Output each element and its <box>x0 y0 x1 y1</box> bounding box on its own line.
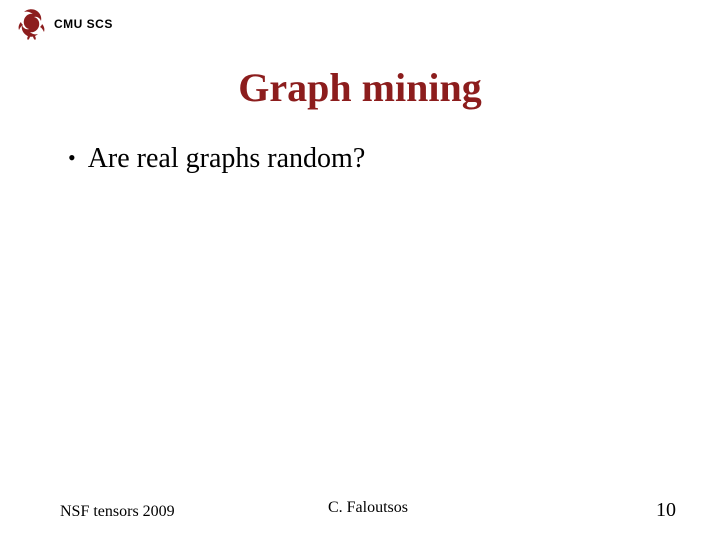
page-number: 10 <box>656 499 676 522</box>
slide-footer: NSF tensors 2009 C. Faloutsos 10 <box>60 499 676 522</box>
list-item: • Are real graphs random? <box>68 140 680 178</box>
slide-header: CMU SCS <box>18 8 113 40</box>
bullet-text: Are real graphs random? <box>88 140 366 178</box>
header-org-label: CMU SCS <box>54 17 113 31</box>
slide-title: Graph mining <box>0 64 720 111</box>
cmu-mascot-icon <box>18 8 46 40</box>
footer-left-text: NSF tensors 2009 <box>60 503 175 521</box>
bullet-list: • Are real graphs random? <box>68 140 680 178</box>
bullet-icon: • <box>68 147 76 169</box>
